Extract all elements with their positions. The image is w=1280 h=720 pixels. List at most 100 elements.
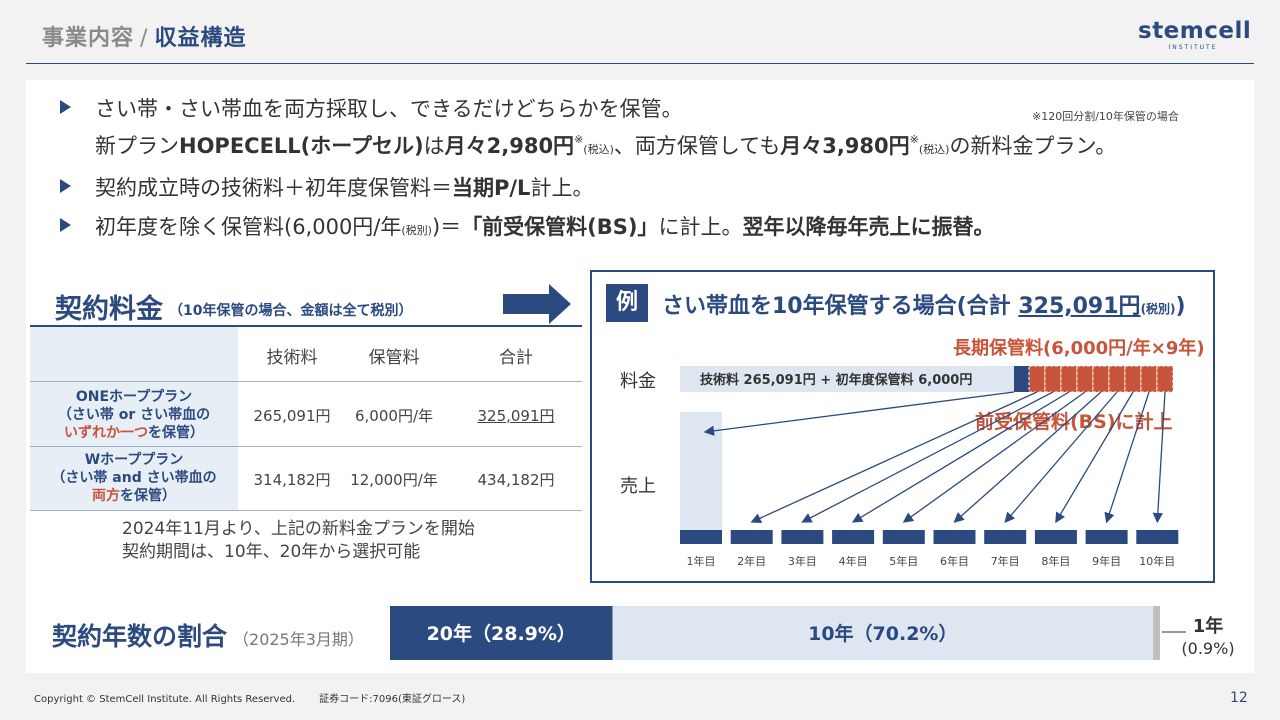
bullet-3-text: 初年度を除く保管料(6,000円/年 (95, 215, 402, 239)
bullet-1-text: さい帯・さい帯血を両方採取し、できるだけどちらかを保管。 (95, 97, 683, 121)
fee-note: 2024年11月より、上記の新料金プランを開始 契約期間は、10年、20年から選… (122, 518, 475, 564)
transfer-arrow (1152, 391, 1166, 524)
fee-bar (680, 366, 1014, 392)
plan-one-desc: （さい帯 or さい帯血の (57, 407, 211, 423)
example-title-close: ) (1175, 294, 1186, 319)
year-label: 2年目 (737, 554, 766, 568)
installment-note: ※120回分割/10年保管の場合 (1032, 110, 1179, 123)
transfer-arrows (703, 391, 1166, 524)
breadcrumb-separator: / (140, 26, 149, 51)
bullet-3: 初年度を除く保管料(6,000円/年(税別))＝「前受保管料(BS)」に計上。翌… (60, 211, 995, 241)
transfer-arrow (851, 391, 1070, 523)
stock-code: 証券コード:7096(東証グロース) (319, 694, 466, 705)
header-storage-fee: 保管料 (368, 348, 420, 368)
ratio-label-1: 10年（70.2%） (808, 622, 957, 645)
sales-row-label: 売上 (620, 476, 656, 497)
text-new-fee-plan: の新料金プラン。 (949, 134, 1117, 158)
example-title: さい帯血を10年保管する場合(合計 325,091円(税別)) (662, 288, 1186, 320)
first-year-storage-block (1014, 366, 1029, 392)
long-term-segment (1140, 365, 1158, 393)
year-sales-bar (882, 530, 925, 544)
year-sales-bar (680, 530, 722, 544)
fee-note-line-1: 2024年11月より、上記の新料金プランを開始 (122, 519, 475, 539)
plan-w: Wホーププラン （さい帯 and さい帯血の 両方を保管） (30, 451, 238, 505)
fee-row-label: 料金 (620, 371, 656, 392)
header: 事業内容 / 収益構造 stemcell INSTITUTE (0, 0, 1280, 64)
transfer-arrow (1055, 391, 1134, 524)
text-new-plan: 新プラン (95, 134, 179, 158)
transfer-arrow (953, 391, 1102, 523)
fee-table-title: 契約料金 （10年保管の場合、金額は全て税別） (55, 287, 412, 326)
section-label: 事業内容 (42, 26, 135, 51)
fee-bar-text: 技術料 265,091円 + 初年度保管料 6,000円 (700, 372, 972, 388)
transfer-arrow (801, 391, 1054, 523)
ratio-label-2: 1年 (1193, 615, 1224, 637)
title-label: 収益構造 (154, 26, 247, 51)
copyright: Copyright © StemCell Institute. All Righ… (34, 694, 296, 705)
year-label: 4年目 (839, 554, 868, 568)
example-title-amount: 325,091円 (1018, 294, 1141, 319)
footer: Copyright © StemCell Institute. All Righ… (34, 690, 465, 705)
ratio-title: 契約年数の割合 （2025年3月期） (52, 617, 364, 653)
plan-w-rest: を保管） (120, 488, 176, 504)
bullet-3-eq: )＝ (431, 215, 462, 239)
w-storage-fee: 12,000円/年 (350, 471, 438, 489)
long-term-segment (1108, 365, 1126, 393)
year-label: 8年目 (1041, 554, 1070, 568)
ratio-bar-1 (612, 606, 1154, 660)
ratio-title-text: 契約年数の割合 (52, 622, 228, 651)
plan-one-name: ONEホーププラン (75, 389, 193, 405)
year-sales-bar (1085, 530, 1128, 544)
year-bars: 1年目 2年目 3年目 4年目 5年目 6年目 7年目 8年目 9年目 10年目 (680, 530, 1179, 568)
row-divider (30, 510, 582, 511)
ratio-bar-0 (390, 606, 613, 660)
logo-sub: INSTITUTE (1168, 44, 1218, 51)
transfer-arrow (1104, 391, 1150, 524)
bullet-2: 契約成立時の技術料＋初年度保管料＝当期P/L計上。 (60, 172, 593, 202)
transfer-arrow (703, 391, 1015, 436)
transfer-arrow (750, 391, 1038, 523)
w-tech-fee: 314,182円 (253, 471, 331, 489)
bullet-3-bs: 「前受保管料(BS)」 (461, 215, 659, 239)
w-total: 434,182円 (477, 471, 555, 489)
year1-sales-bar (680, 412, 722, 530)
ratio-label-0: 20年（28.9%） (427, 622, 576, 645)
fee-table: 技術料 保管料 合計 ONEホーププラン （さい帯 or さい帯血の いずれか一… (30, 325, 582, 511)
text-ha: は (423, 134, 445, 158)
long-term-segment (1092, 365, 1110, 393)
bullet-1-line-2: 新プランHOPECELL(ホープセル)は月々2,980円※(税込)、両方保管して… (95, 130, 1116, 160)
year-sales-bar (832, 530, 875, 544)
year-label: 7年目 (991, 554, 1020, 568)
text-price-1: 月々2,980円 (444, 134, 575, 158)
plan-one-highlight: いずれか一つ (64, 425, 148, 441)
plan-one: ONEホーププラン （さい帯 or さい帯血の いずれか一つを保管） (30, 388, 238, 442)
header-total: 合計 (499, 348, 533, 368)
tax-ex: (税別) (401, 224, 432, 237)
bullet-2-pl: 当期P/L (452, 176, 531, 200)
bullet-2-text: 契約成立時の技術料＋初年度保管料＝ (95, 176, 452, 200)
asterisk-2: ※ (909, 133, 919, 146)
tax-in-1: (税込) (583, 143, 614, 156)
year-sales-bar (933, 530, 976, 544)
text-hopecell: HOPECELL(ホープセル) (179, 134, 424, 158)
ratio-bar-2 (1153, 606, 1160, 660)
example-title-text: さい帯血を10年保管する場合(合計 (662, 294, 1019, 319)
company-logo: stemcell INSTITUTE (1138, 18, 1251, 52)
year-label: 9年目 (1092, 554, 1121, 568)
header-tech-fee: 技術料 (266, 348, 318, 368)
plan-w-desc: （さい帯 and さい帯血の (51, 470, 217, 486)
plan-column-bg (30, 327, 238, 510)
right-arrow-icon (503, 284, 571, 324)
example-badge: 例 (606, 284, 648, 322)
transfer-arrow (1004, 391, 1118, 523)
advance-label: 前受保管料(BS)に計上 (975, 410, 1173, 433)
bullet-1: さい帯・さい帯血を両方採取し、できるだけどちらかを保管。 (60, 93, 683, 123)
ratio-bar-chart: 20年（28.9%） 10年（70.2%） 1年 (0.9%) (390, 606, 1235, 660)
example-diagram: 長期保管料(6,000円/年×9年) 料金 技術料 265,091円 + 初年度… (620, 337, 1205, 568)
fee-title-note: （10年保管の場合、金額は全て税別） (169, 303, 413, 319)
bullet-2-end: 計上。 (530, 176, 594, 200)
year-label: 3年目 (788, 554, 817, 568)
long-term-label: 長期保管料(6,000円/年×9年) (953, 337, 1205, 359)
triangle-bullet-icon (60, 179, 71, 193)
plan-one-rest: を保管） (148, 425, 204, 441)
